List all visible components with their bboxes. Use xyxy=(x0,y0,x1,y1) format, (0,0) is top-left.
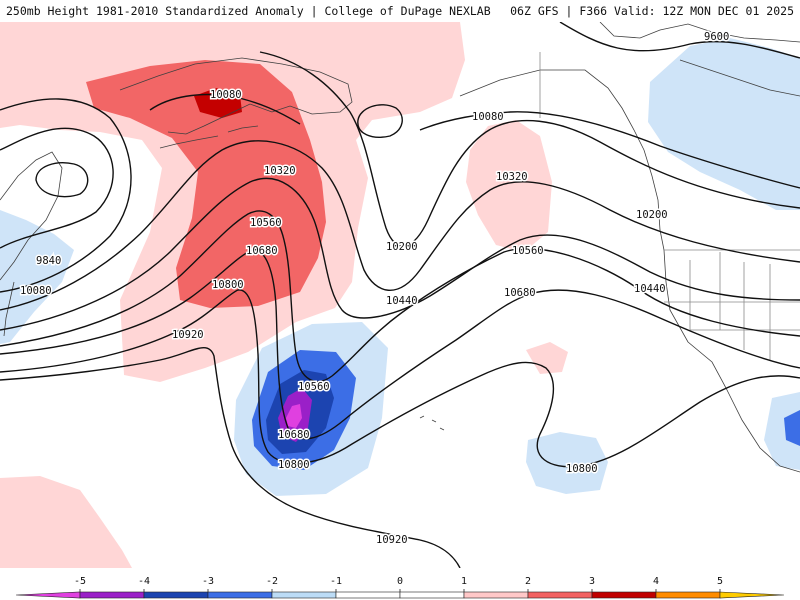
us-west-coast xyxy=(663,249,800,473)
kuril-islands xyxy=(3,281,15,337)
contour-label-10200-east: 10200 xyxy=(636,209,668,221)
colorbar-cell xyxy=(15,591,81,599)
colorbar-tick-label: -4 xyxy=(138,576,150,587)
arctic-islands xyxy=(599,22,800,97)
colorbar-cell xyxy=(463,591,529,599)
colorbar-cells xyxy=(15,591,785,599)
colorbar-tick-label: -2 xyxy=(266,576,278,587)
positive-anomaly-southwest xyxy=(0,476,132,568)
map-header: 250mb Height 1981-2010 Standardized Anom… xyxy=(0,0,800,22)
contour-10920 xyxy=(0,347,461,568)
contour-label-9840: 9840 xyxy=(36,255,61,267)
contour-closed-low-west xyxy=(35,162,89,198)
map-title: 250mb Height 1981-2010 Standardized Anom… xyxy=(6,4,491,18)
contour-10200 xyxy=(259,51,800,247)
kamchatka-coast xyxy=(0,151,63,281)
contour-label-10680-east: 10680 xyxy=(504,287,536,299)
contour-label-10200-center: 10200 xyxy=(386,241,418,253)
contour-10080-alaska xyxy=(149,93,301,125)
strong-positive-anomaly xyxy=(86,60,326,308)
contour-label-10800-center: 10800 xyxy=(278,459,310,471)
contour-label-10680-center: 10680 xyxy=(278,429,310,441)
colorbar-tick-label: 0 xyxy=(397,576,403,587)
colorbar-tick-label: 5 xyxy=(717,576,723,587)
colorbar-ticks: -5 -4 -3 -2 -1 0 1 2 3 4 5 xyxy=(74,576,723,592)
colorbar-tick-label: -5 xyxy=(74,576,86,587)
colorbar-tick-label: 2 xyxy=(525,576,531,587)
contour-label-10560-west: 10560 xyxy=(250,217,282,229)
colorbar-cell xyxy=(591,591,657,599)
contour-label-10680-west: 10680 xyxy=(246,245,278,257)
colorbar-cell xyxy=(655,591,721,599)
geography xyxy=(0,22,800,473)
colorbar-cell xyxy=(79,591,145,599)
contour-label-10440-east: 10440 xyxy=(634,283,666,295)
contour-10800 xyxy=(0,289,800,468)
contour-closed-low-alaska xyxy=(357,104,403,138)
contour-10440 xyxy=(0,177,800,331)
contour-10320 xyxy=(0,140,800,311)
colorbar-cell xyxy=(399,591,465,599)
contour-label-10080-alaska: 10080 xyxy=(210,89,242,101)
colorbar-tick-label: -1 xyxy=(330,576,342,587)
colorbar: -5 -4 -3 -2 -1 0 1 2 3 4 5 xyxy=(15,576,785,599)
positive-anomaly-gulf xyxy=(466,120,552,252)
anomaly-shading xyxy=(0,22,800,568)
contour-10080-west xyxy=(0,98,132,293)
aleutian-islands xyxy=(159,125,259,149)
contour-label-9600: 9600 xyxy=(704,31,729,43)
contour-10080-east xyxy=(419,111,800,189)
contour-10560 xyxy=(0,210,800,383)
contour-label-10560-east: 10560 xyxy=(512,245,544,257)
alaska-coast xyxy=(119,57,353,135)
negative-anomaly-northwest xyxy=(0,210,74,344)
contour-labels: 9600 9840 10080 10080 10080 10200 10200 … xyxy=(19,30,731,548)
contour-10680 xyxy=(0,249,800,440)
peak-negative-anomaly xyxy=(286,404,302,428)
colorbar-tick-label: 4 xyxy=(653,576,659,587)
negative-anomaly-subtropic xyxy=(526,432,608,494)
negative-anomaly-east-core xyxy=(784,410,800,446)
contour-label-10320-east: 10320 xyxy=(496,171,528,183)
canada-coast xyxy=(459,69,665,251)
negative-anomaly-northeast xyxy=(648,38,800,210)
colorbar-cell xyxy=(143,591,209,599)
contour-9600 xyxy=(559,22,800,59)
contour-label-10800-west: 10800 xyxy=(212,279,244,291)
contour-label-10920-west: 10920 xyxy=(172,329,204,341)
contour-label-10440-center: 10440 xyxy=(386,295,418,307)
height-contours xyxy=(0,22,800,568)
colorbar-cell xyxy=(527,591,593,599)
colorbar-tick-label: 1 xyxy=(461,576,467,587)
colorbar-cell xyxy=(207,591,273,599)
colorbar-cell xyxy=(719,591,785,599)
anomaly-map: 9600 9840 10080 10080 10080 10200 10200 … xyxy=(0,22,800,568)
us-state-lines xyxy=(664,252,800,360)
positive-anomaly-subtropic xyxy=(526,342,568,374)
contour-label-10920-south: 10920 xyxy=(376,534,408,546)
colorbar-cell xyxy=(271,591,337,599)
colorbar-tick-label: -3 xyxy=(202,576,214,587)
colorbar-cell xyxy=(335,591,401,599)
contour-label-10320-west: 10320 xyxy=(264,165,296,177)
contour-label-10080-west: 10080 xyxy=(20,285,52,297)
contour-label-10800-east: 10800 xyxy=(566,463,598,475)
model-run-info: 06Z GFS | F366 Valid: 12Z MON DEC 01 202… xyxy=(510,4,794,18)
negative-anomaly-east-edge xyxy=(764,392,800,470)
contour-9840 xyxy=(0,127,114,249)
hawaiian-islands xyxy=(419,415,445,431)
contour-label-10080-east: 10080 xyxy=(472,111,504,123)
colorbar-tick-label: 3 xyxy=(589,576,595,587)
contour-label-10560-center: 10560 xyxy=(298,381,330,393)
